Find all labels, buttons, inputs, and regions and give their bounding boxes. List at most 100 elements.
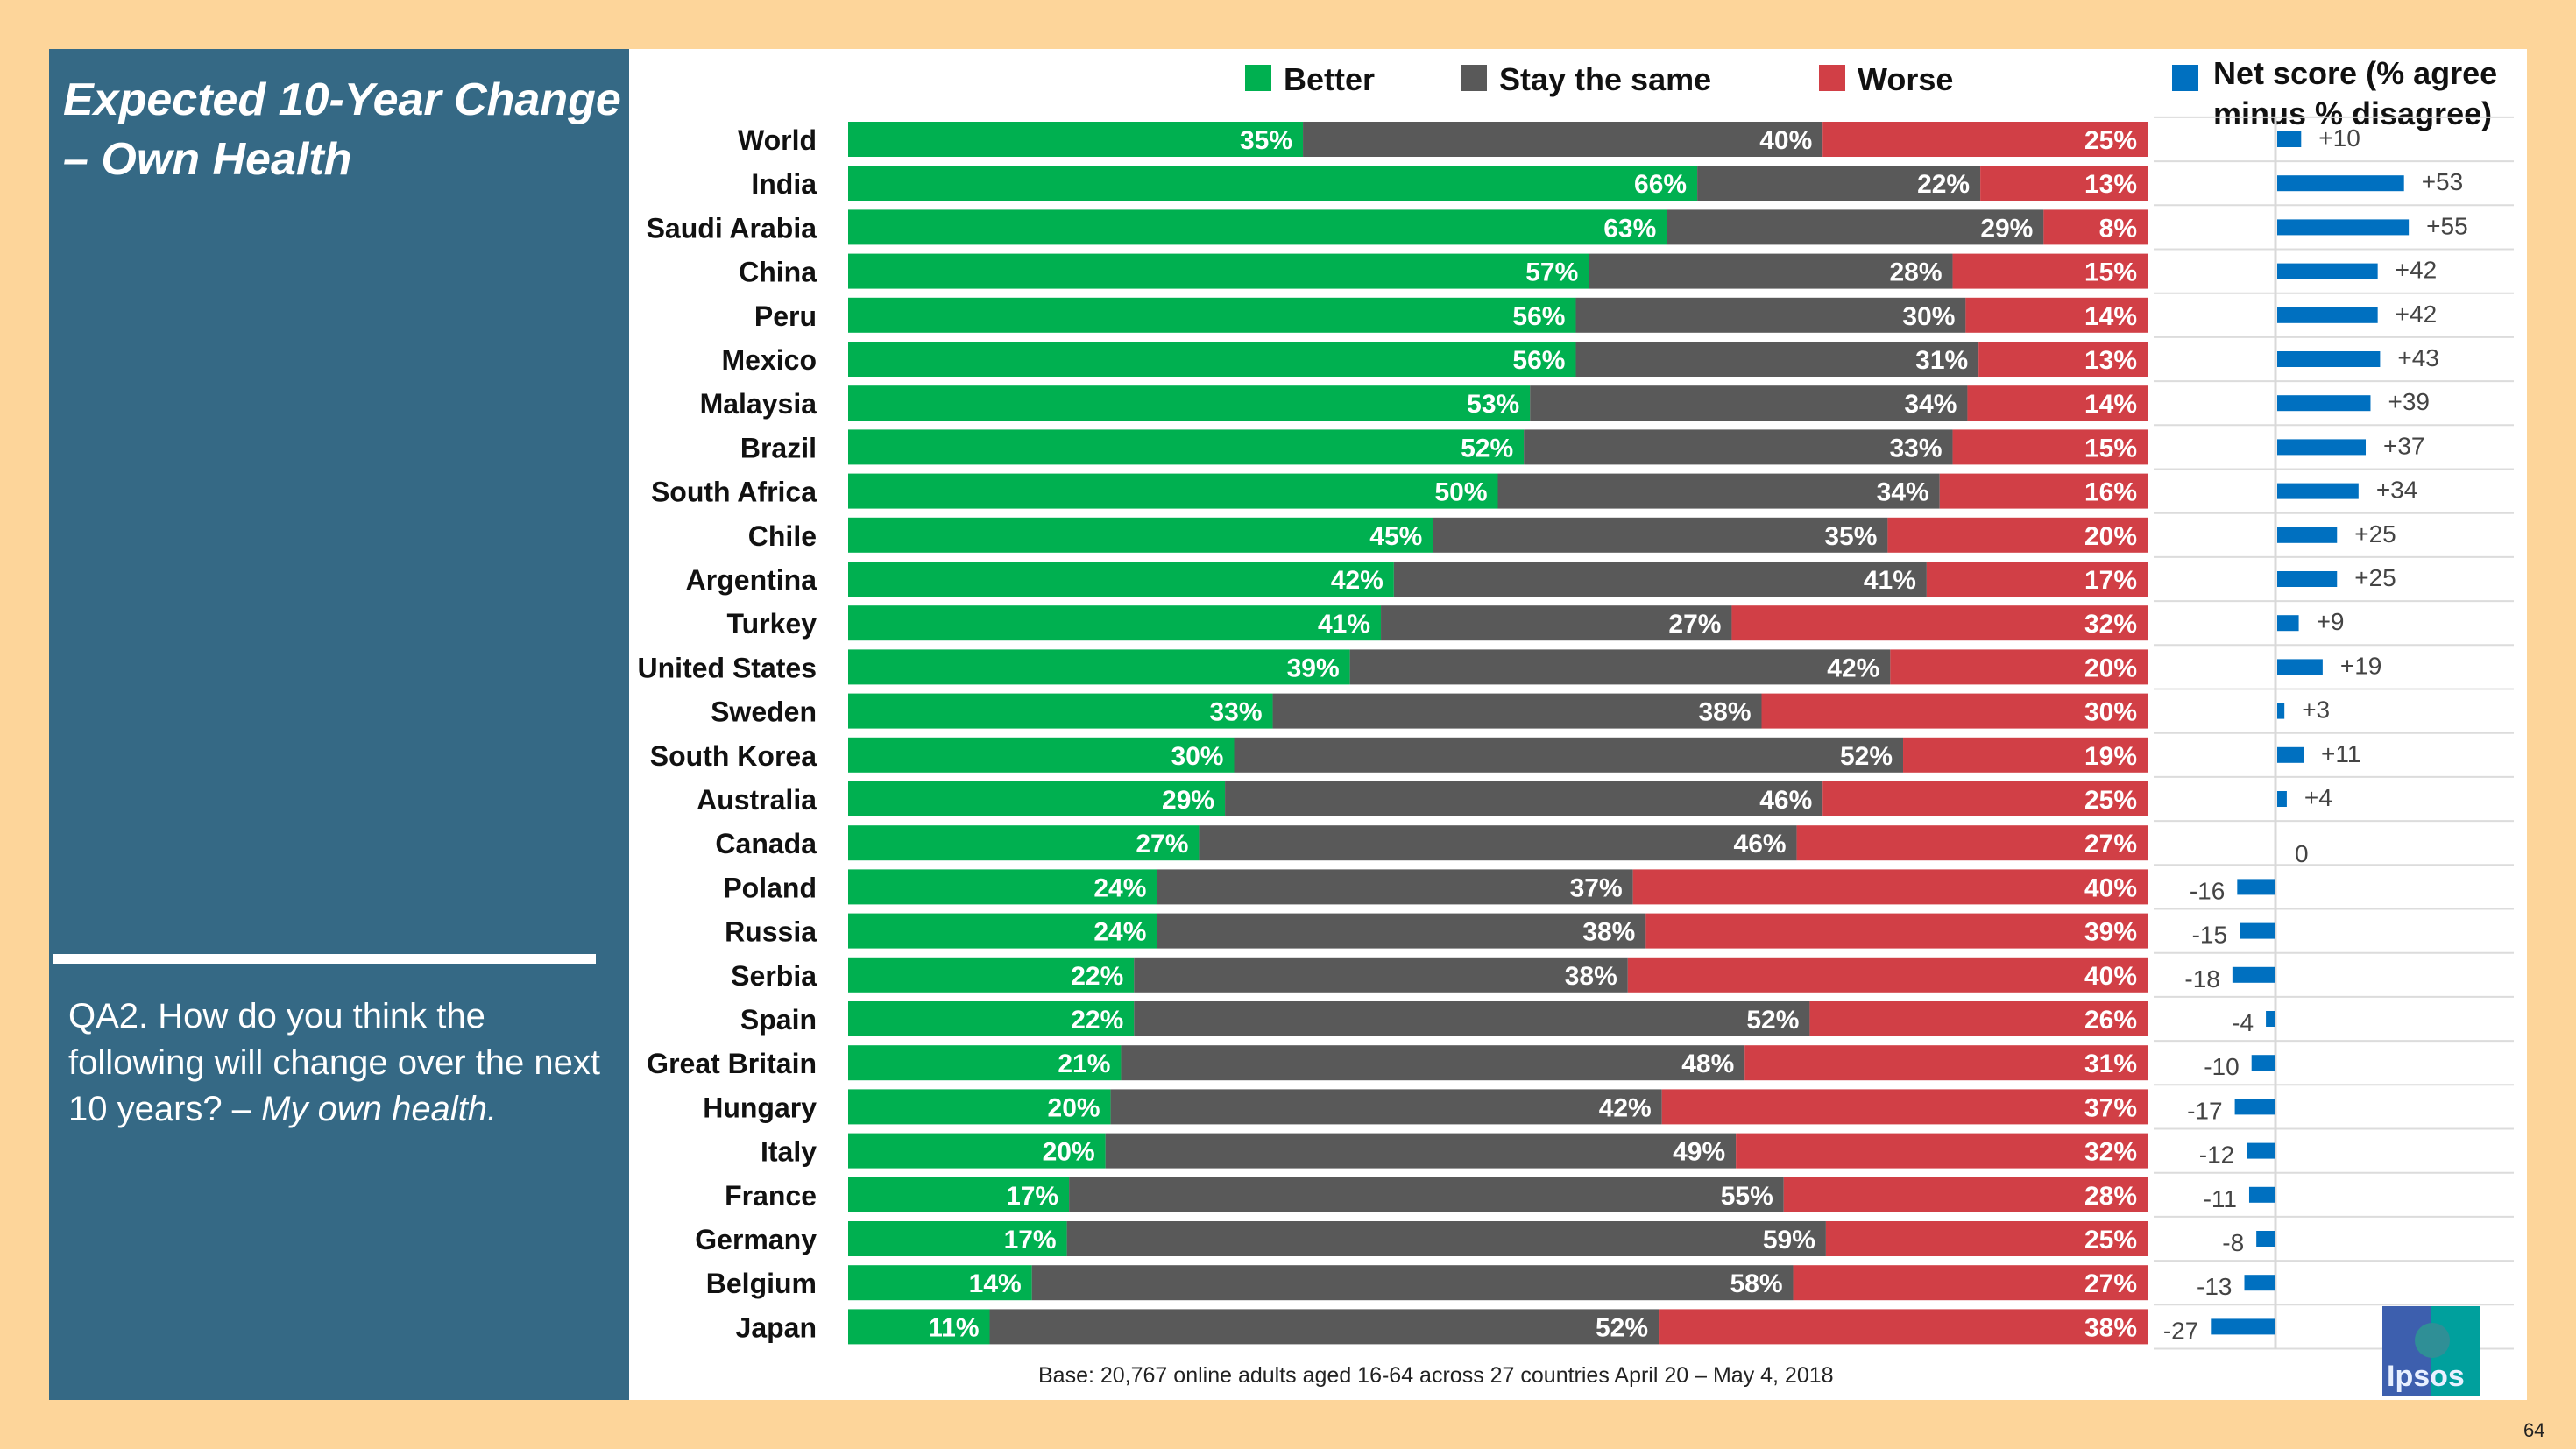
data-label: 14% [2084,302,2137,331]
bar-segment-worse [1926,562,2148,597]
bar-segment-stay-the-same [1589,253,1953,289]
data-label: 22% [1071,962,1123,991]
data-label: 33% [1890,434,1943,463]
net-bar [2247,1142,2275,1159]
data-label: 35% [1240,126,1292,155]
bar-segment-worse [1822,781,2148,816]
category-label: Argentina [686,564,817,596]
data-label: 56% [1512,346,1565,375]
bar-segment-stay-the-same [1497,473,1940,509]
bar-segment-stay-the-same [1157,913,1646,949]
category-label: Hungary [703,1092,817,1123]
net-label: -18 [2184,965,2219,993]
net-label: +10 [2318,124,2360,152]
data-label: 29% [1162,786,1214,815]
data-label: 30% [2084,698,2137,727]
bar-segment-stay-the-same [1234,737,1904,773]
data-label: 19% [2084,742,2137,771]
net-bar [2277,527,2338,543]
data-label: 33% [1209,698,1262,727]
data-label: 38% [1582,918,1635,947]
left-panel: Expected 10-Year Change – Own Health QA2… [49,49,629,1400]
net-label: +37 [2383,432,2425,459]
data-label: 42% [1827,654,1879,682]
net-label: -10 [2204,1053,2239,1080]
data-label: 21% [1058,1050,1110,1078]
net-label: +9 [2317,608,2345,635]
data-label: 24% [1093,873,1146,902]
bar-segment-worse [1736,1133,2148,1169]
bar-segment-worse [1661,1089,2148,1125]
bar-segment-better [848,209,1667,245]
net-bar [2277,131,2302,147]
data-label: 39% [2084,918,2137,947]
legend-label-2: Worse [1858,61,1953,97]
legend-label-net-line2: minus % disagree) [2213,95,2492,131]
bar-segment-better [848,1001,1135,1036]
bar-segment-better [848,429,1525,465]
page-number: 64 [2523,1419,2545,1441]
data-label: 22% [1071,1006,1123,1035]
net-label: +55 [2426,212,2468,239]
data-label: 37% [2084,1093,2137,1122]
data-label: 42% [1599,1093,1652,1122]
bar-segment-worse [1796,825,2148,861]
data-label: 27% [2084,830,2137,859]
data-label: 50% [1434,478,1487,507]
data-label: 52% [1746,1006,1799,1035]
data-label: 20% [2084,654,2137,682]
data-label: 46% [1734,830,1787,859]
data-label: 48% [1681,1050,1734,1078]
bar-segment-worse [1967,385,2148,421]
net-bar [2211,1318,2275,1335]
bar-segment-stay-the-same [1393,562,1927,597]
net-bar [2277,615,2299,632]
data-label: 20% [1048,1093,1100,1122]
data-label: 14% [2084,390,2137,419]
net-bar [2248,1186,2275,1203]
data-label: 41% [1318,610,1370,639]
data-label: 15% [2084,434,2137,463]
bar-segment-worse [1903,737,2148,773]
net-bar [2234,1099,2275,1115]
category-label: Australia [697,784,817,816]
net-bar [2277,483,2359,499]
category-label: Canada [715,828,817,859]
bar-segment-stay-the-same [1381,605,1732,641]
bar-segment-better [848,253,1589,289]
net-bar [2277,439,2367,456]
net-bar [2277,219,2410,236]
data-label: 58% [1730,1269,1782,1298]
net-bar [2277,703,2285,719]
data-label: 40% [2084,873,2137,902]
net-label: +42 [2396,257,2438,284]
data-label: 20% [1043,1138,1095,1167]
data-label: 25% [2084,786,2137,815]
legend-swatch-0 [1245,65,1271,91]
category-label: Turkey [726,608,817,640]
category-label: Great Britain [647,1048,817,1079]
bar-segment-better [848,1045,1122,1081]
net-label: -16 [2190,877,2225,904]
data-label: 22% [1917,170,1970,199]
category-label: Sweden [711,696,817,728]
data-label: 11% [928,1313,979,1342]
bar-segment-stay-the-same [1667,209,2044,245]
net-label: +19 [2340,652,2382,679]
net-label: -15 [2192,922,2227,949]
bar-segment-better [848,385,1531,421]
bar-segment-worse [1783,1177,2148,1212]
bar-segment-better [848,1177,1070,1212]
net-label: -4 [2232,1009,2254,1036]
bar-segment-better [848,166,1698,201]
legend-label-0: Better [1284,61,1375,97]
bar-segment-worse [2043,209,2148,245]
data-label: 59% [1763,1226,1815,1255]
bar-segment-stay-the-same [1303,122,1823,157]
data-label: 52% [1840,742,1893,771]
bar-segment-worse [1627,957,2148,993]
bar-segment-stay-the-same [1031,1265,1794,1301]
net-label: +42 [2396,300,2438,328]
bar-segment-stay-the-same [1524,429,1953,465]
